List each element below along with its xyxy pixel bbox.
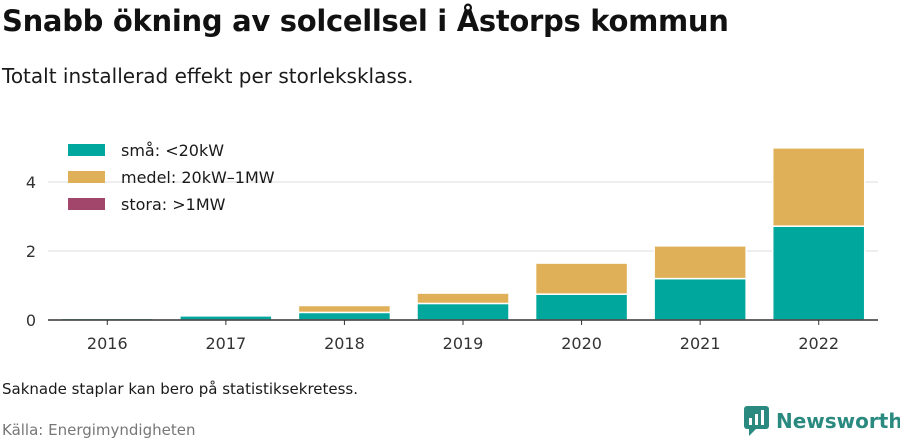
y-tick-label: 0	[26, 311, 36, 330]
bar-segment	[416, 292, 510, 305]
x-tick-label: 2021	[680, 334, 721, 353]
chart-title: Snabb ökning av solcellsel i Åstorps kom…	[2, 4, 729, 38]
legend-label: stora: >1MW	[121, 195, 226, 214]
legend: små: <20kW medel: 20kW–1MW stora: >1MW	[68, 141, 275, 214]
bar-segment	[653, 277, 747, 321]
bar-segment	[653, 245, 747, 280]
source-credit: Källa: Energimyndigheten	[2, 421, 196, 439]
stacked-bar-chart: 0 2 4 2016 2017 2018 2019 2020 2021 2022 små: <20…	[26, 141, 878, 353]
bar-segment	[534, 293, 629, 321]
chart-subtitle: Totalt installerad effekt per storlekskl…	[2, 64, 414, 88]
legend-swatch	[68, 171, 105, 183]
x-tick-label: 2020	[561, 334, 602, 353]
legend-label: små: <20kW	[121, 141, 224, 160]
bars	[60, 147, 866, 321]
bar-segment	[534, 262, 629, 295]
legend-label: medel: 20kW–1MW	[121, 168, 275, 187]
x-tick-label: 2016	[87, 334, 128, 353]
x-tick-label: 2019	[443, 334, 484, 353]
bar-segment	[771, 147, 866, 227]
brand-name: Newsworthy	[776, 409, 900, 433]
brand-logo: Newsworthy	[744, 406, 900, 436]
x-tick-label: 2017	[205, 334, 246, 353]
legend-swatch	[68, 144, 105, 156]
newsworthy-logo-icon	[744, 406, 769, 436]
y-tick-label: 4	[26, 173, 36, 192]
x-tick-label: 2018	[324, 334, 365, 353]
bar-segment	[416, 302, 510, 321]
x-tick-label: 2022	[798, 334, 839, 353]
axes: 0 2 4 2016 2017 2018 2019 2020 2021 2022	[26, 173, 878, 353]
bar-segment	[297, 304, 392, 314]
footnote: Saknade staplar kan bero på statistiksek…	[2, 380, 359, 398]
grid-lines	[48, 181, 878, 252]
y-tick-label: 2	[26, 242, 36, 261]
legend-swatch	[68, 198, 105, 210]
bar-segment	[771, 225, 866, 321]
bar-segment	[297, 311, 392, 321]
